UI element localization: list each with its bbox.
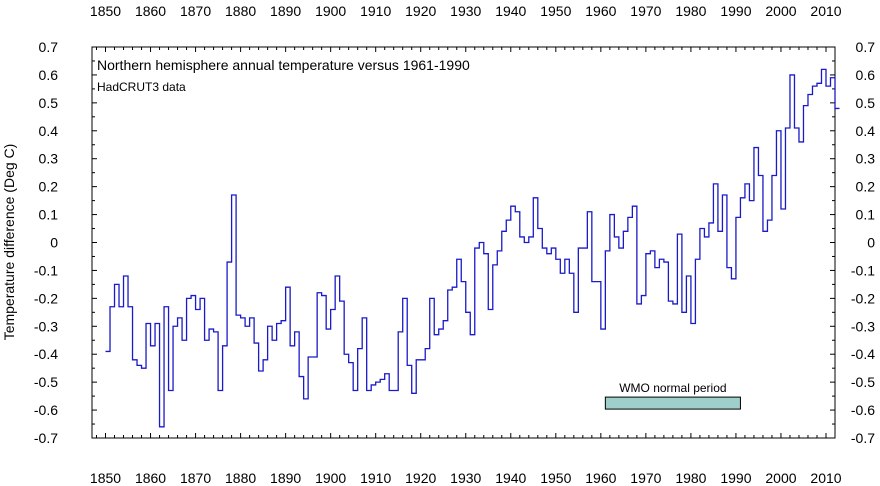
x-tick-label-bottom: 1960 bbox=[585, 470, 616, 486]
x-tick-label-top: 1960 bbox=[585, 3, 616, 19]
y-tick-label-left: 0 bbox=[50, 235, 58, 251]
y-tick-label-right: -0.7 bbox=[851, 430, 875, 446]
y-tick-label-left: -0.4 bbox=[34, 346, 58, 362]
plot-frame bbox=[91, 46, 836, 439]
x-tick-label-bottom: 2000 bbox=[765, 470, 796, 486]
x-tick-label-top: 1990 bbox=[720, 3, 751, 19]
y-tick-label-right: 0.5 bbox=[856, 95, 876, 111]
y-tick-label-left: 0.2 bbox=[39, 179, 59, 195]
x-tick-label-top: 2000 bbox=[765, 3, 796, 19]
x-tick-label-top: 1940 bbox=[495, 3, 526, 19]
x-tick-label-top: 1850 bbox=[90, 3, 121, 19]
x-tick-label-bottom: 1850 bbox=[90, 470, 121, 486]
x-tick-label-bottom: 2010 bbox=[810, 470, 841, 486]
axis-ticks bbox=[92, 46, 836, 439]
y-tick-label-right: -0.1 bbox=[851, 262, 875, 278]
y-tick-label-right: -0.6 bbox=[851, 402, 875, 418]
x-tick-label-top: 1870 bbox=[180, 3, 211, 19]
chart-subtitle: HadCRUT3 data bbox=[97, 80, 186, 94]
y-tick-label-left: 0.7 bbox=[39, 39, 59, 55]
x-tick-label-bottom: 1950 bbox=[540, 470, 571, 486]
y-tick-label-right: -0.5 bbox=[851, 374, 875, 390]
y-tick-label-right: 0.1 bbox=[856, 207, 876, 223]
y-tick-label-left: 0.5 bbox=[39, 95, 59, 111]
x-tick-label-top: 1910 bbox=[360, 3, 391, 19]
y-tick-label-left: -0.6 bbox=[34, 402, 58, 418]
y-tick-label-right: -0.2 bbox=[851, 290, 875, 306]
x-tick-label-bottom: 1930 bbox=[450, 470, 481, 486]
y-tick-label-right: 0.7 bbox=[856, 39, 876, 55]
y-tick-label-right: 0.4 bbox=[856, 123, 876, 139]
tick-labels: 1850 1850 1860 1860 1870 1870 1880 1880 1890 1890… bbox=[34, 3, 875, 486]
y-tick-label-right: 0.6 bbox=[856, 67, 876, 83]
x-tick-label-bottom: 1970 bbox=[630, 470, 661, 486]
chart-title: Northern hemisphere annual temperature v… bbox=[97, 57, 470, 73]
y-tick-label-right: -0.3 bbox=[851, 318, 875, 334]
y-tick-label-right: 0.3 bbox=[856, 151, 876, 167]
wmo-normal-period-bar bbox=[604, 396, 741, 410]
y-tick-label-left: -0.7 bbox=[34, 430, 58, 446]
x-tick-label-bottom: 1860 bbox=[135, 470, 166, 486]
y-tick-label-left: -0.2 bbox=[34, 290, 58, 306]
x-tick-label-top: 1970 bbox=[630, 3, 661, 19]
x-tick-label-bottom: 1920 bbox=[405, 470, 436, 486]
y-tick-label-left: 0.6 bbox=[39, 67, 59, 83]
x-tick-label-top: 1980 bbox=[675, 3, 706, 19]
x-tick-label-top: 2010 bbox=[810, 3, 841, 19]
x-tick-label-bottom: 1940 bbox=[495, 470, 526, 486]
temperature-series-line bbox=[105, 68, 840, 428]
y-tick-label-right: 0 bbox=[867, 235, 875, 251]
y-tick-label-left: 0.1 bbox=[39, 207, 59, 223]
x-tick-label-bottom: 1990 bbox=[720, 470, 751, 486]
x-tick-label-top: 1890 bbox=[270, 3, 301, 19]
x-tick-label-top: 1900 bbox=[315, 3, 346, 19]
x-tick-label-top: 1930 bbox=[450, 3, 481, 19]
y-tick-label-right: 0.2 bbox=[856, 179, 876, 195]
x-tick-label-bottom: 1880 bbox=[225, 470, 256, 486]
x-tick-label-top: 1880 bbox=[225, 3, 256, 19]
x-tick-label-top: 1860 bbox=[135, 3, 166, 19]
x-tick-label-bottom: 1910 bbox=[360, 470, 391, 486]
y-tick-label-left: 0.4 bbox=[39, 123, 59, 139]
y-tick-label-right: -0.4 bbox=[851, 346, 875, 362]
x-tick-label-bottom: 1870 bbox=[180, 470, 211, 486]
y-tick-label-left: -0.5 bbox=[34, 374, 58, 390]
x-tick-label-top: 1950 bbox=[540, 3, 571, 19]
y-axis-label: Temperature difference (Deg C) bbox=[1, 144, 17, 341]
y-tick-label-left: -0.3 bbox=[34, 318, 58, 334]
x-tick-label-bottom: 1980 bbox=[675, 470, 706, 486]
y-tick-label-left: -0.1 bbox=[34, 262, 58, 278]
x-tick-label-top: 1920 bbox=[405, 3, 436, 19]
x-tick-label-bottom: 1900 bbox=[315, 470, 346, 486]
x-tick-label-bottom: 1890 bbox=[270, 470, 301, 486]
wmo-normal-period-label: WMO normal period bbox=[619, 381, 726, 395]
y-tick-label-left: 0.3 bbox=[39, 151, 59, 167]
